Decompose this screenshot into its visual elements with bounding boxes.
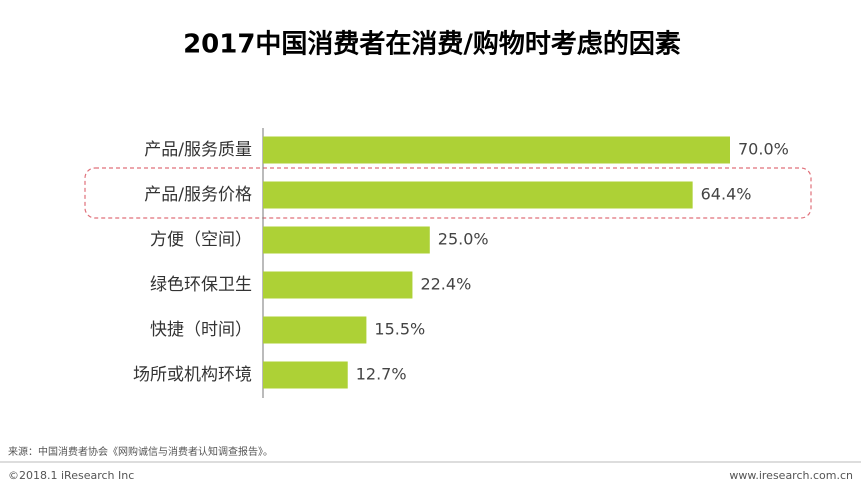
value-label: 22.4% xyxy=(420,275,471,294)
category-label: 绿色环保卫生 xyxy=(150,275,252,295)
category-label: 快捷（时间） xyxy=(150,320,252,340)
value-label: 15.5% xyxy=(374,320,425,339)
highlight-box xyxy=(84,167,812,219)
bar xyxy=(263,271,413,299)
bar xyxy=(263,136,730,164)
value-label: 64.4% xyxy=(701,185,752,204)
bar xyxy=(263,361,348,389)
bar xyxy=(263,316,367,344)
value-label: 70.0% xyxy=(738,140,789,159)
value-label: 25.0% xyxy=(438,230,489,249)
category-label: 产品/服务价格 xyxy=(144,185,252,205)
bar xyxy=(263,181,693,209)
category-label: 产品/服务质量 xyxy=(144,140,252,160)
source-note: 来源：中国消费者协会《网购诚信与消费者认知调查报告》。 xyxy=(8,445,273,458)
chart-title: 2017中国消费者在消费/购物时考虑的因素 xyxy=(183,29,681,60)
value-label: 12.7% xyxy=(356,365,407,384)
copyright: ©2018.1 iResearch Inc xyxy=(8,469,134,482)
category-label: 方便（空间） xyxy=(150,230,252,250)
website: www.iresearch.com.cn xyxy=(729,469,853,482)
category-label: 场所或机构环境 xyxy=(133,365,252,385)
bar xyxy=(263,226,430,254)
